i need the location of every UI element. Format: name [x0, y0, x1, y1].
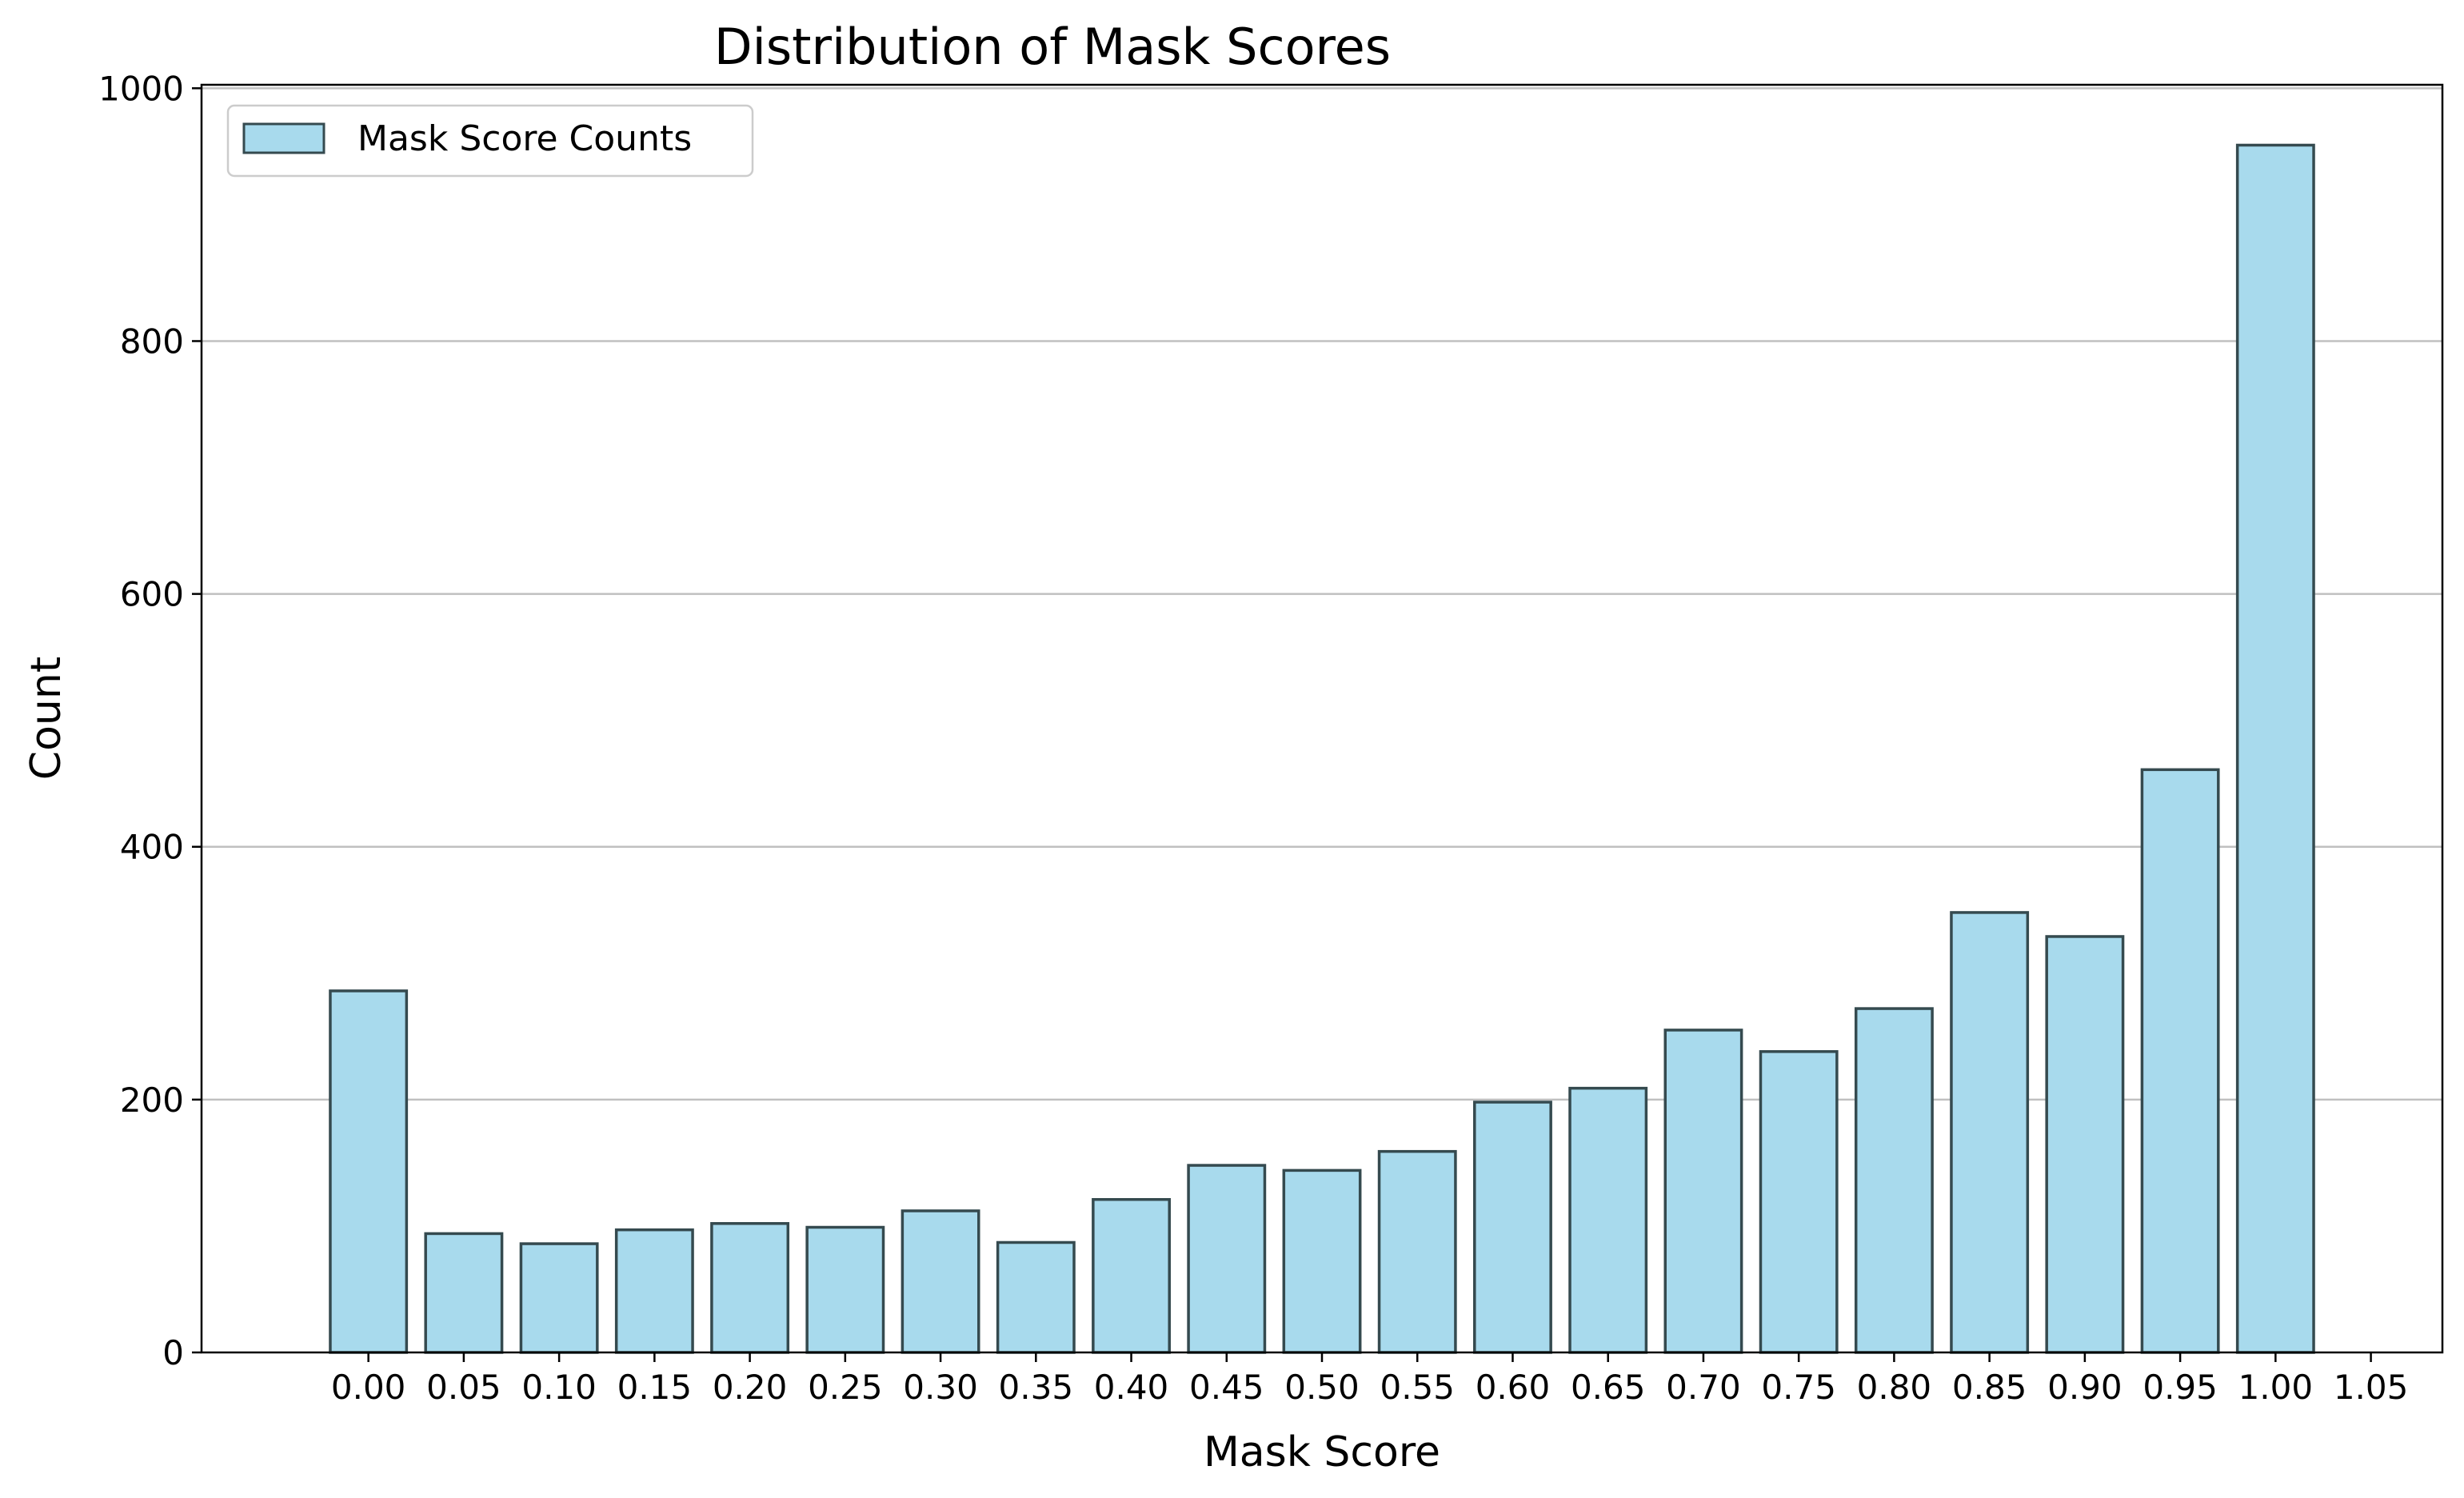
- x-tick-label: 0.10: [521, 1368, 597, 1407]
- y-axis-label: Count: [22, 657, 70, 780]
- y-tick-label: 400: [120, 828, 184, 867]
- x-tick-label: 0.75: [1761, 1368, 1836, 1407]
- legend-box: [226, 104, 754, 178]
- x-tick-label: 1.00: [2238, 1368, 2314, 1407]
- x-tick-label: 0.25: [808, 1368, 883, 1407]
- x-tick-label: 0.95: [2143, 1368, 2218, 1407]
- x-tick-label: 0.30: [903, 1368, 978, 1407]
- bar-0.30: [901, 1209, 980, 1354]
- x-tick-label: 0.45: [1189, 1368, 1264, 1407]
- bar-0.90: [2045, 935, 2125, 1354]
- legend: Mask Score Counts: [226, 104, 754, 178]
- bar-0.70: [1663, 1029, 1743, 1354]
- bar-0.25: [805, 1225, 885, 1354]
- y-tick-label: 0: [162, 1333, 184, 1372]
- x-tick-label: 0.35: [999, 1368, 1074, 1407]
- y-tick-label: 1000: [98, 69, 184, 108]
- bar-0.15: [614, 1228, 694, 1354]
- x-tick-label: 0.55: [1380, 1368, 1455, 1407]
- bar-0.80: [1854, 1007, 1934, 1354]
- x-tick-label: 0.00: [331, 1368, 406, 1407]
- x-axis-ticks: 0.00 0.05 0.10 0.15 0.20 0.25 0.30 0.35 0.40 0.45…: [331, 1352, 2408, 1407]
- bar-0.20: [710, 1222, 790, 1354]
- x-tick-label: 1.05: [2334, 1368, 2409, 1407]
- x-tick-label: 0.20: [713, 1368, 788, 1407]
- x-tick-label: 0.15: [617, 1368, 693, 1407]
- bar-0.85: [1950, 911, 2030, 1354]
- bar-0.75: [1759, 1050, 1839, 1354]
- bar-0.40: [1092, 1197, 1171, 1354]
- bar-0.95: [2140, 768, 2220, 1354]
- x-tick-label: 0.50: [1284, 1368, 1360, 1407]
- bar-0.55: [1377, 1149, 1457, 1354]
- bar-0.60: [1473, 1101, 1552, 1354]
- y-tick-label: 800: [120, 322, 184, 361]
- chart-title: Distribution of Mask Scores: [714, 18, 1391, 76]
- bar-0.10: [519, 1242, 599, 1354]
- y-tick-label: 600: [120, 575, 184, 614]
- y-tick-label: 200: [120, 1081, 184, 1120]
- x-tick-label: 0.90: [2047, 1368, 2123, 1407]
- bar-0.05: [424, 1232, 504, 1354]
- bars-group: [329, 143, 2315, 1354]
- legend-swatch: [242, 122, 325, 154]
- x-tick-label: 0.60: [1476, 1368, 1551, 1407]
- x-tick-label: 0.85: [1952, 1368, 2027, 1407]
- x-tick-label: 0.05: [426, 1368, 501, 1407]
- legend-label: Mask Score Counts: [357, 118, 692, 159]
- bar-0.00: [329, 989, 409, 1354]
- bar-0.35: [996, 1240, 1076, 1354]
- bar-0.65: [1568, 1086, 1648, 1354]
- x-tick-label: 0.80: [1857, 1368, 1932, 1407]
- bar-0.50: [1282, 1168, 1362, 1354]
- bar-0.45: [1187, 1164, 1267, 1354]
- y-axis-ticks: 0 200 400 600 800 1000: [98, 69, 202, 1372]
- bar-1.00: [2235, 143, 2315, 1354]
- x-tick-label: 0.40: [1094, 1368, 1169, 1407]
- x-tick-label: 0.65: [1571, 1368, 1646, 1407]
- x-tick-label: 0.70: [1666, 1368, 1741, 1407]
- x-axis-label: Mask Score: [1204, 1428, 1440, 1476]
